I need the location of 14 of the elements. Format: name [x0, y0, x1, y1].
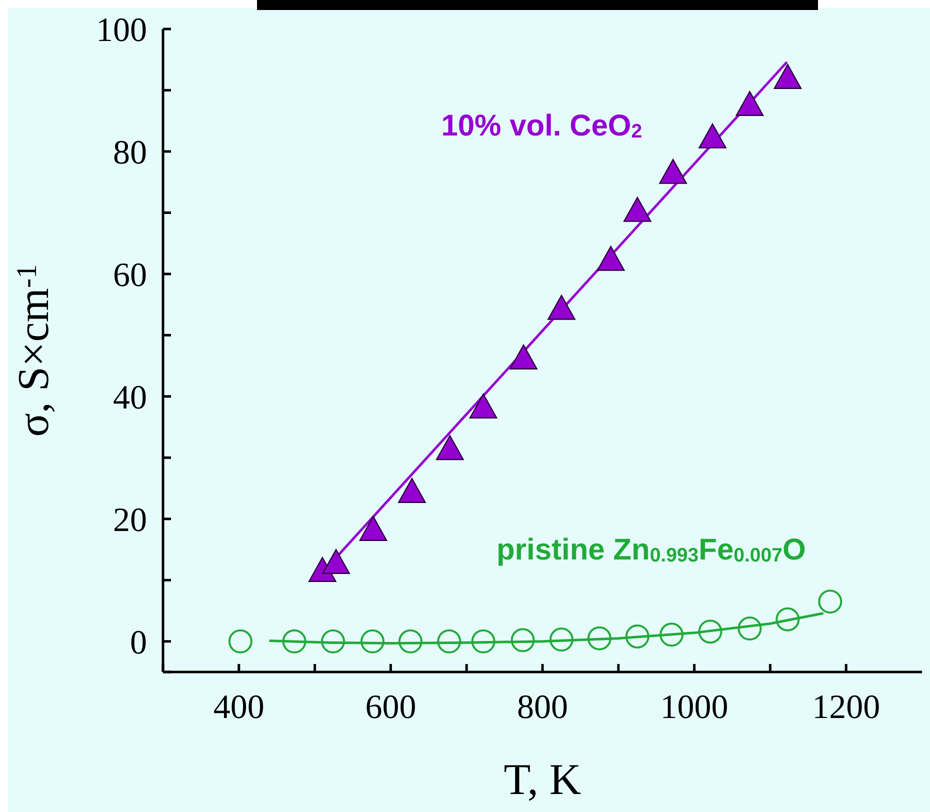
y-tick-label: 100: [96, 12, 147, 50]
series-label: 10% vol. CeO$_{2}$: [441, 110, 642, 143]
x-tick-label: 600: [365, 689, 416, 726]
y-tick-label: 0: [130, 624, 147, 662]
x-tick-label: 400: [213, 689, 264, 726]
x-axis-title: T, K: [504, 755, 582, 804]
y-tick-label: 60: [113, 257, 147, 294]
y-tick-label: 80: [113, 134, 147, 172]
y-tick-label: 40: [113, 380, 147, 416]
x-tick-label: 800: [517, 689, 568, 726]
series-label: pristine Zn$_{0.993}$Fe$_{0.007}$O: [496, 534, 806, 567]
x-tick-label: 1200: [812, 689, 880, 726]
x-tick-label: 1000: [660, 689, 728, 726]
y-tick-label: 20: [113, 502, 147, 539]
